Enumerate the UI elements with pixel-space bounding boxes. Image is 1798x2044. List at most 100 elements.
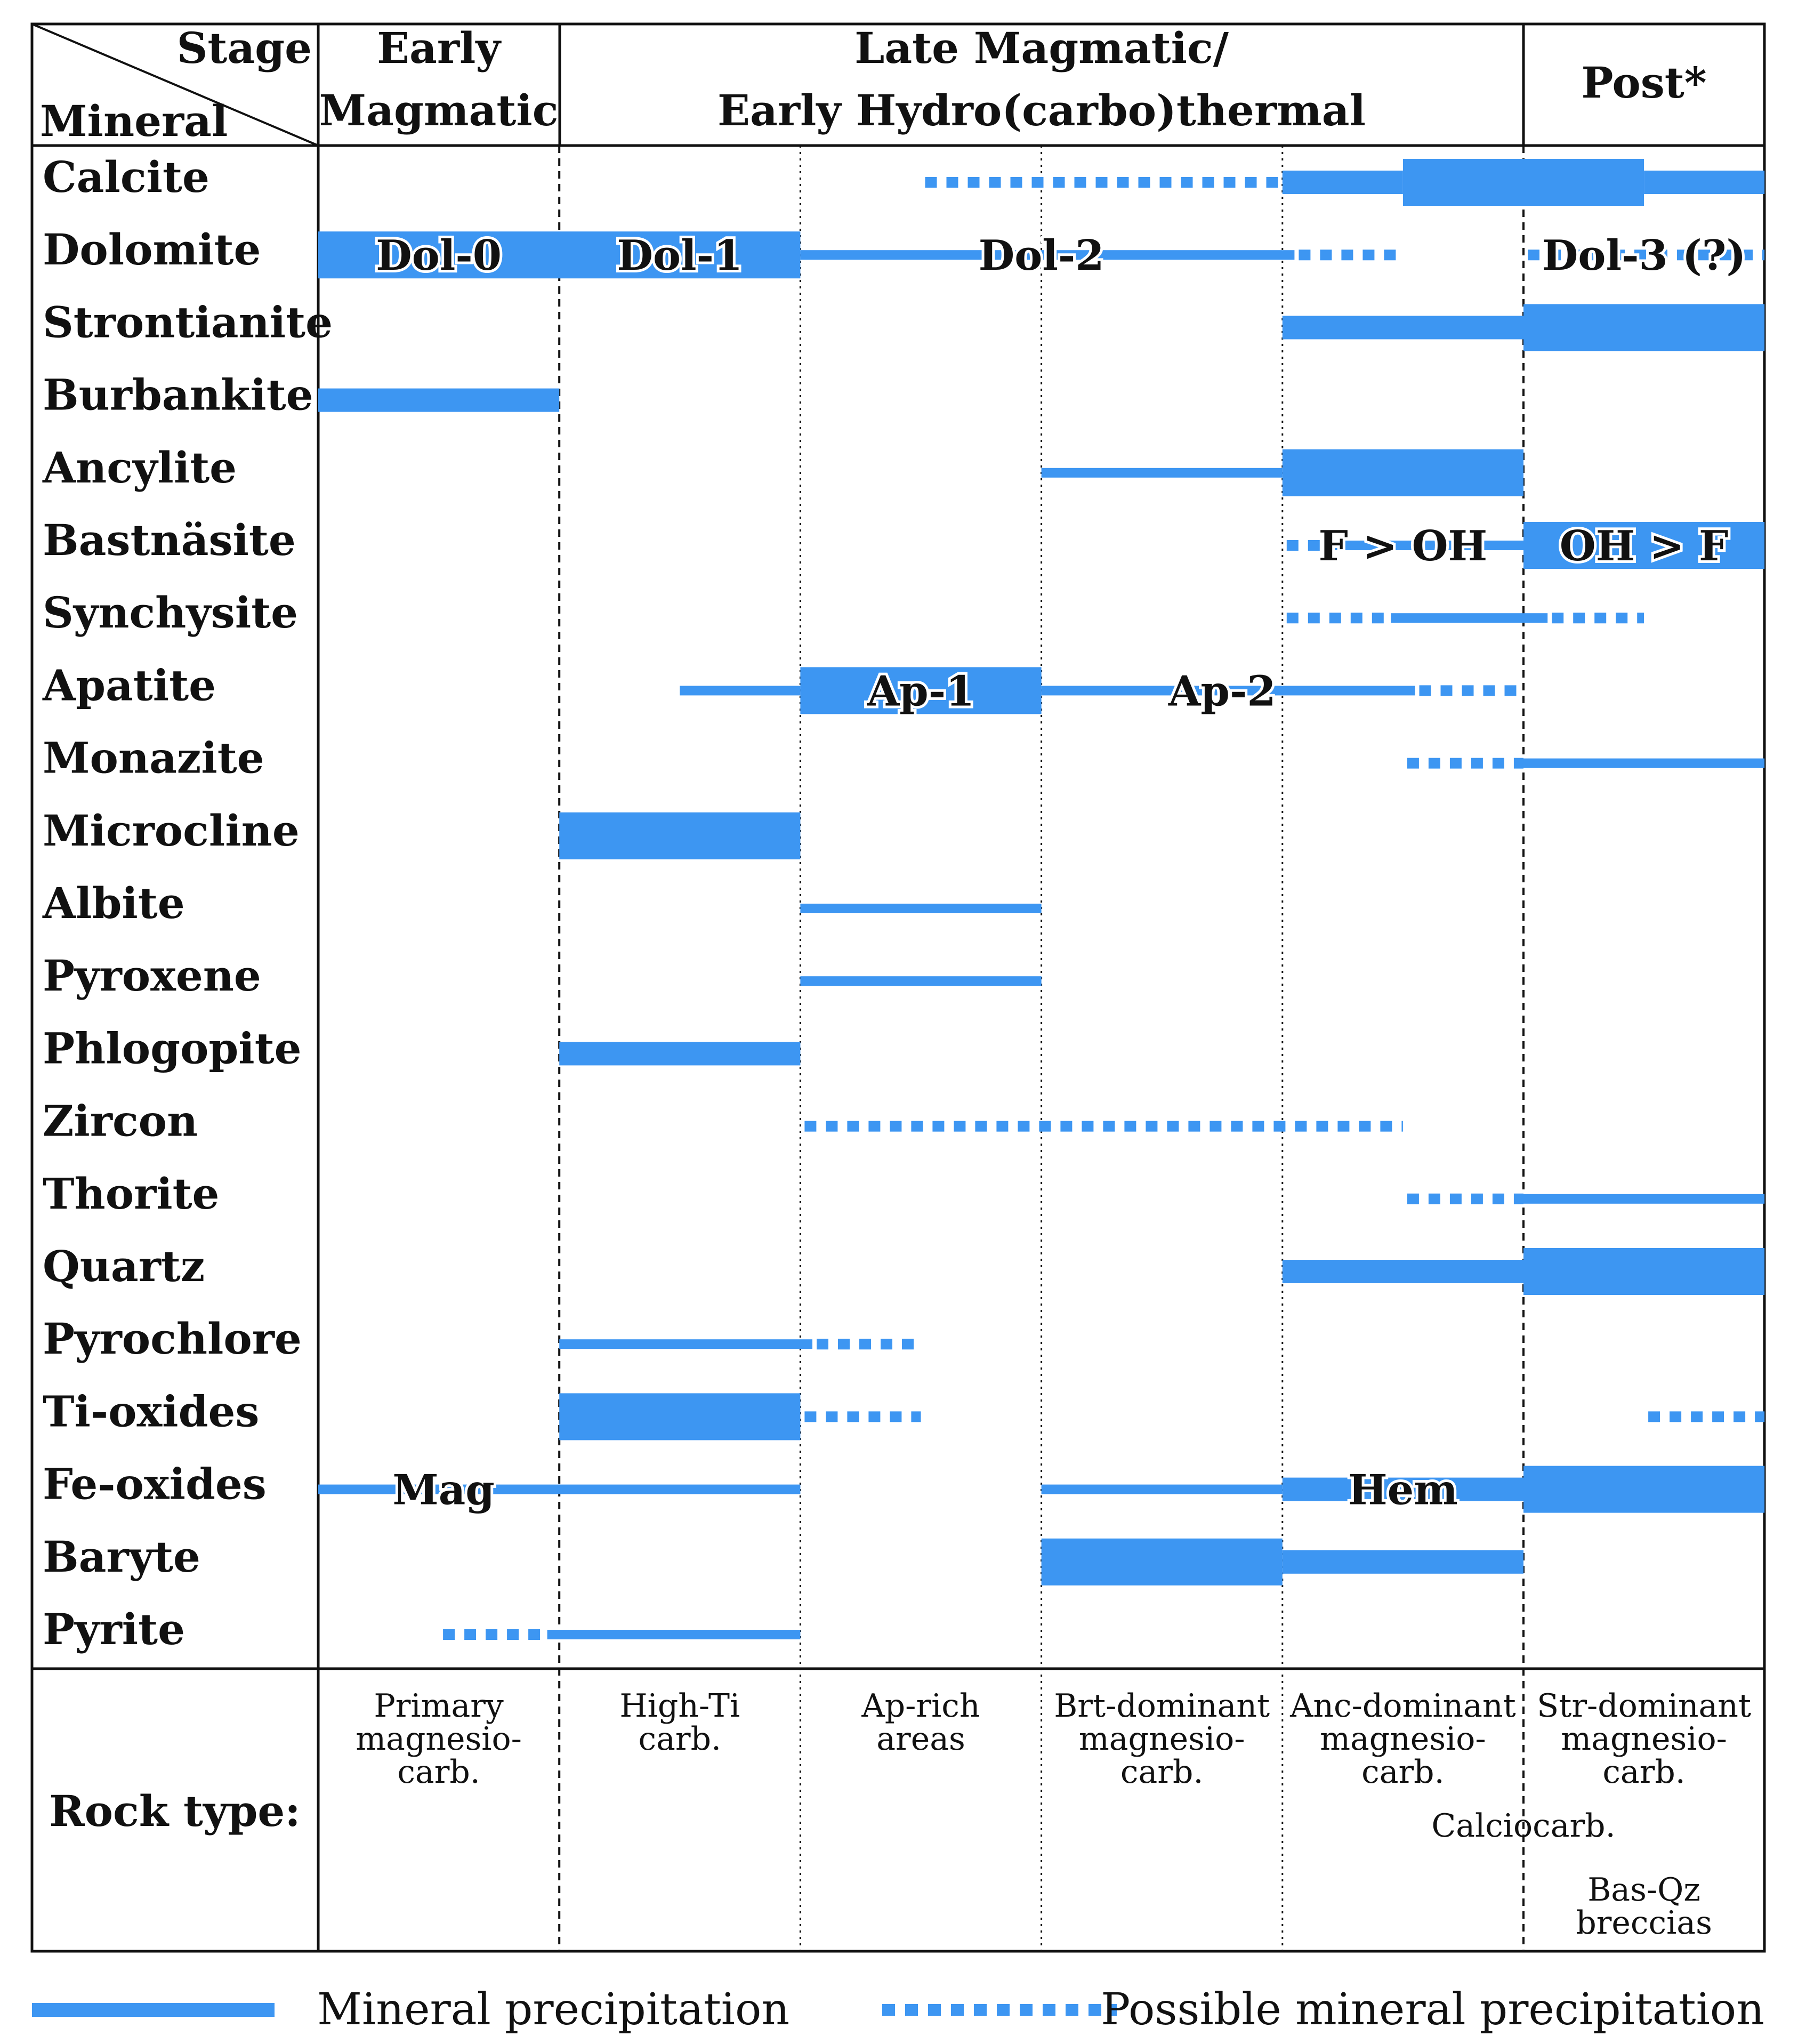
mineral-name-ancylite: Ancylite xyxy=(42,442,237,493)
bar-dolomite-1 xyxy=(800,250,1295,260)
rock-type-col4-line2: carb. xyxy=(1361,1753,1445,1791)
bar-bastn-site-2 xyxy=(1523,522,1765,569)
mineral-name-synchysite: Synchysite xyxy=(43,588,298,638)
bar-monazite-1 xyxy=(1523,758,1765,768)
bar-fe-oxides-0 xyxy=(318,1484,801,1494)
bar-label-apatite-1: Ap-2 xyxy=(1168,667,1276,715)
bar-label-bastn-site-0: F > OH xyxy=(1319,522,1488,570)
bar-bastn-site-1 xyxy=(1331,541,1523,550)
mineral-name-burbankite: Burbankite xyxy=(43,370,313,420)
stage-early-magmatic: Early xyxy=(377,23,502,73)
bar-strontianite-1 xyxy=(1523,304,1765,351)
bar-label-fe-oxides-1: Hem xyxy=(1348,1466,1458,1515)
header: Stage Mineral Early Magmatic Late Magmat… xyxy=(40,23,1707,146)
bar-baryte-1 xyxy=(1282,1550,1523,1574)
mineral-name-bastn-site: Bastnäsite xyxy=(43,515,296,565)
rock-type-label: Rock type: xyxy=(49,1786,301,1836)
mineral-name-strontianite: Strontianite xyxy=(43,297,333,347)
bar-label-dolomite-0: Dol-0 xyxy=(376,231,502,280)
rock-type-col5-line1: magnesio- xyxy=(1561,1720,1727,1758)
bar-calcite-1 xyxy=(1282,171,1403,194)
bar-label-dolomite-2: Dol-2 xyxy=(979,231,1104,280)
mineral-labels: Calcite Dolomite Strontianite Burbankite Anc… xyxy=(42,152,333,1654)
bar-ancylite-0 xyxy=(1041,468,1283,478)
bar-burbankite-0 xyxy=(318,388,560,412)
bar-label-apatite-0: Ap-1 xyxy=(867,667,975,715)
table-frame xyxy=(30,22,1766,1953)
bar-fe-oxides-3 xyxy=(1523,1466,1765,1513)
stage-late-magmatic-line2: Early Hydro(carbo)thermal xyxy=(717,85,1366,135)
mineral-name-pyrite: Pyrite xyxy=(43,1604,185,1654)
rock-type-col4-line0: Anc-dominant xyxy=(1289,1687,1516,1725)
rock-type-col3-line0: Brt-dominant xyxy=(1054,1687,1270,1725)
bar-ancylite-1 xyxy=(1282,449,1523,496)
mineral-name-pyrochlore: Pyrochlore xyxy=(43,1314,302,1364)
header-diagonal xyxy=(31,23,319,147)
precipitation-bars xyxy=(318,159,1765,1640)
stage-axis-label: Stage xyxy=(177,23,312,73)
bar-calcite-2 xyxy=(1402,159,1644,206)
bar-label-dolomite-3: Dol-3 (?) xyxy=(1542,231,1746,280)
bar-apatite-1 xyxy=(800,667,1042,714)
rock-type-col5-line0: Str-dominant xyxy=(1537,1687,1751,1725)
bar-pyrite-1 xyxy=(547,1630,801,1639)
bar-quartz-0 xyxy=(1282,1260,1523,1283)
mineral-name-thorite: Thorite xyxy=(43,1169,219,1219)
bar-calcite-3 xyxy=(1644,171,1765,194)
rock-type-col2-line1: areas xyxy=(876,1720,965,1758)
mineral-name-microcline: Microcline xyxy=(43,806,300,856)
bar-pyroxene-0 xyxy=(800,976,1042,986)
stage-late-magmatic: Late Magmatic/ xyxy=(854,23,1229,73)
bar-pyrochlore-0 xyxy=(559,1339,813,1349)
mineral-name-apatite: Apatite xyxy=(42,660,216,710)
bar-label-fe-oxides-0: Mag xyxy=(392,1466,494,1515)
bar-synchysite-1 xyxy=(1391,613,1548,623)
bar-ti-oxides-0 xyxy=(559,1393,801,1441)
rock-type-col1-line1: carb. xyxy=(639,1720,722,1758)
rock-type-col1-line0: High-Ti xyxy=(619,1687,740,1725)
bar-quartz-1 xyxy=(1523,1248,1765,1295)
rock-type-col4-line1: magnesio- xyxy=(1320,1720,1486,1758)
bar-labels: Dol-0 Dol-1 Dol-2 Dol-3 (?) F > OH OH > F Ap-1… xyxy=(373,229,1748,1517)
bar-apatite-2 xyxy=(1041,686,1415,696)
rock-type-col0-line2: carb. xyxy=(397,1753,480,1791)
mineral-name-fe-oxides: Fe-oxides xyxy=(43,1459,267,1509)
mineral-name-phlogopite: Phlogopite xyxy=(43,1023,302,1073)
mineral-axis-label: Mineral xyxy=(40,96,228,146)
rock-type-col0-line1: magnesio- xyxy=(356,1720,522,1758)
bar-microcline-0 xyxy=(559,812,801,859)
mineral-name-dolomite: Dolomite xyxy=(43,224,261,275)
bar-apatite-0 xyxy=(680,686,801,696)
bar-label-dolomite-1: Dol-1 xyxy=(617,231,743,280)
rock-type-extra-0: Calciocarb. xyxy=(1431,1807,1615,1845)
bar-fe-oxides-2 xyxy=(1282,1477,1523,1501)
mineral-name-calcite: Calcite xyxy=(43,152,209,202)
rock-type-col5-line2: carb. xyxy=(1602,1753,1686,1791)
bar-dolomite-0 xyxy=(318,231,801,279)
rock-type-extra-2: breccias xyxy=(1576,1904,1712,1942)
mineral-name-albite: Albite xyxy=(42,878,185,928)
bar-thorite-1 xyxy=(1523,1194,1765,1204)
mineral-name-baryte: Baryte xyxy=(43,1532,200,1582)
mineral-name-quartz: Quartz xyxy=(43,1241,205,1291)
mineral-name-ti-oxides: Ti-oxides xyxy=(43,1386,259,1436)
bar-strontianite-0 xyxy=(1282,316,1523,340)
legend-solid-label: Mineral precipitation xyxy=(317,1984,789,2035)
rock-type-extra-1: Bas-Qz xyxy=(1587,1871,1700,1909)
rock-type-col2-line0: Ap-rich xyxy=(861,1687,980,1725)
rock-type-col0-line0: Primary xyxy=(374,1687,504,1725)
bar-label-bastn-site-1: OH > F xyxy=(1560,522,1729,570)
mineral-name-pyroxene: Pyroxene xyxy=(43,951,261,1001)
bar-phlogopite-0 xyxy=(559,1042,801,1066)
bar-baryte-0 xyxy=(1041,1538,1283,1586)
outer-border xyxy=(30,22,1766,1953)
rock-type-col3-line2: carb. xyxy=(1120,1753,1204,1791)
bar-albite-0 xyxy=(800,904,1042,913)
stage-post: Post* xyxy=(1581,58,1706,108)
legend: Mineral precipitation Possible mineral p… xyxy=(32,1984,1764,2035)
mineral-name-zircon: Zircon xyxy=(43,1096,198,1146)
legend-dotted-label: Possible mineral precipitation xyxy=(1101,1984,1764,2035)
bar-fe-oxides-1 xyxy=(1041,1484,1283,1494)
rock-type-section: Rock type: Primarymagnesio-carb.High-Tic… xyxy=(49,1687,1751,1942)
